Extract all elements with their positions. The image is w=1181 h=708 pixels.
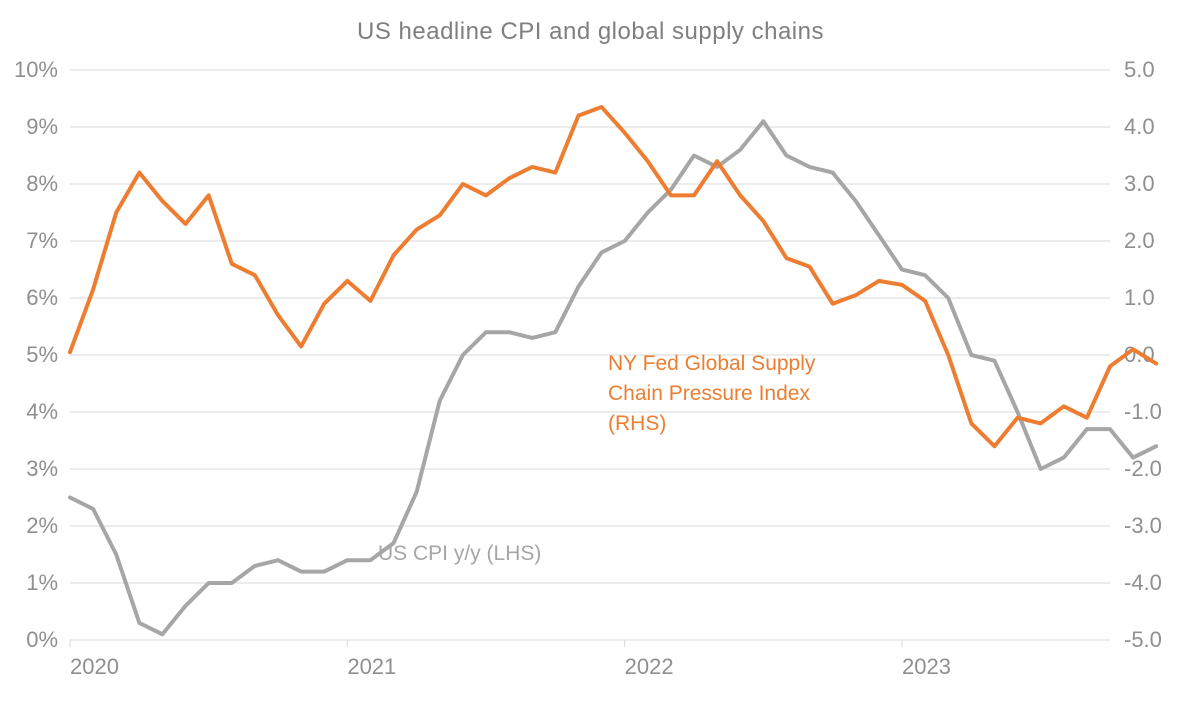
y-right-tick-label: 1.0 [1124, 285, 1155, 310]
y-left-tick-label: 6% [26, 285, 58, 310]
y-left-tick-label: 4% [26, 399, 58, 424]
y-right-tick-label: -5.0 [1124, 627, 1162, 652]
annotation-gscpi: NY Fed Global Supply [608, 352, 816, 375]
annotation-gscpi: (RHS) [608, 412, 666, 435]
annotation-cpi: US CPI y/y (LHS) [378, 542, 541, 565]
y-right-tick-label: 5.0 [1124, 57, 1155, 82]
y-right-tick-label: -4.0 [1124, 570, 1162, 595]
y-left-tick-label: 1% [26, 570, 58, 595]
y-left-tick-label: 3% [26, 456, 58, 481]
y-left-tick-label: 8% [26, 171, 58, 196]
series-cpi [70, 121, 1156, 634]
x-tick-label: 2021 [347, 654, 396, 679]
y-right-tick-label: 2.0 [1124, 228, 1155, 253]
y-right-tick-label: 4.0 [1124, 114, 1155, 139]
x-tick-label: 2020 [70, 654, 119, 679]
y-right-tick-label: 3.0 [1124, 171, 1155, 196]
y-left-tick-label: 0% [26, 627, 58, 652]
line-chart: 0% 1% 2% 3% 4% 5% 6% 7% 8% 9% 10% -5.0 -4.0 -3.0 -2.0 -… [0, 0, 1181, 708]
y-left-tick-label: 2% [26, 513, 58, 538]
y-right-tick-label: -1.0 [1124, 399, 1162, 424]
y-left-tick-label: 10% [14, 57, 58, 82]
x-tick-label: 2023 [902, 654, 951, 679]
annotation-gscpi: Chain Pressure Index [608, 382, 810, 405]
x-tick-label: 2022 [625, 654, 674, 679]
y-left-tick-label: 5% [26, 342, 58, 367]
y-left-tick-label: 9% [26, 114, 58, 139]
y-left-tick-label: 7% [26, 228, 58, 253]
y-right-tick-label: -2.0 [1124, 456, 1162, 481]
y-right-tick-label: -3.0 [1124, 513, 1162, 538]
